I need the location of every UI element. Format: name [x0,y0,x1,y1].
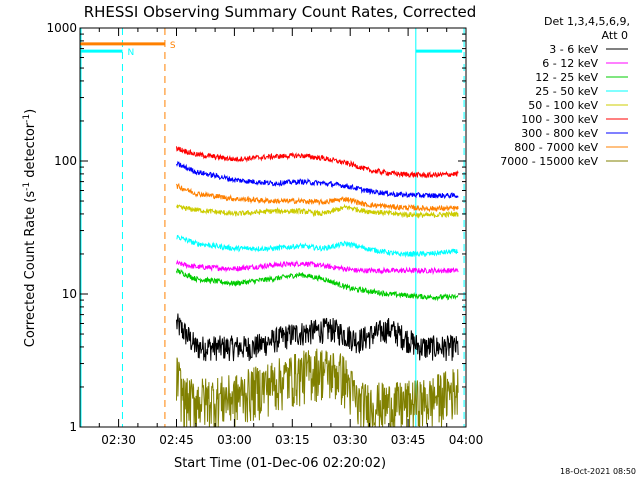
x-axis: 02:30 02:45 03:00 03:15 03:30 03:45 04:00 [98,28,484,447]
chart-title: RHESSI Observing Summary Count Rates, Co… [84,3,477,21]
legend-label: 3 - 6 keV [549,43,598,56]
flag-label: S [170,41,176,51]
y-tick-label: 10 [62,287,77,301]
legend-label: 6 - 12 keV [542,57,598,70]
y-axis-label-end: ) [23,109,38,114]
series-line [176,259,459,276]
y-tick-label: 1 [69,420,77,434]
legend-label: 300 - 800 keV [521,127,598,140]
y-axis-label-mid: detector [23,122,38,182]
series-line [176,203,459,219]
legend-header-2: Att 0 [602,29,628,42]
series-line [176,268,459,302]
flag-label: N [127,48,134,58]
series-line [176,234,459,258]
series-line [176,160,459,200]
y-tick-label: 100 [54,154,77,168]
series-line [176,313,459,362]
series-line [176,348,459,428]
x-tick-label: 02:30 [101,433,136,447]
y-axis: 1 10 100 1000 [46,21,466,434]
series-line [176,146,459,179]
series-line [176,182,459,213]
legend-label: 25 - 50 keV [535,85,598,98]
legend-label: 7000 - 15000 keV [500,155,598,168]
x-tick-label: 04:00 [449,433,484,447]
plot-area: NS [80,28,465,428]
x-tick-label: 03:15 [275,433,310,447]
legend-label: 100 - 300 keV [521,113,598,126]
x-tick-label: 03:45 [391,433,426,447]
legend-label: 12 - 25 keV [535,71,598,84]
x-tick-label: 03:00 [217,433,252,447]
y-tick-label: 1000 [46,21,77,35]
x-axis-label: Start Time (01-Dec-06 02:20:02) [174,456,386,471]
x-tick-label: 03:30 [333,433,368,447]
y-axis-label-sup1: -1 [22,182,32,191]
footer-date: 18-Oct-2021 08:50 [560,467,636,476]
legend-label: 800 - 7000 keV [514,141,598,154]
plot-frame [79,27,467,428]
y-axis-label: Corrected Count Rate (s-1 detector-1) [22,109,38,347]
y-axis-label-sup2: -1 [22,114,32,123]
legend-label: 50 - 100 keV [528,99,598,112]
y-axis-label-main: Corrected Count Rate (s [23,191,38,348]
x-tick-label: 02:45 [159,433,194,447]
legend-header-1: Det 1,3,4,5,6,9, [544,15,630,28]
